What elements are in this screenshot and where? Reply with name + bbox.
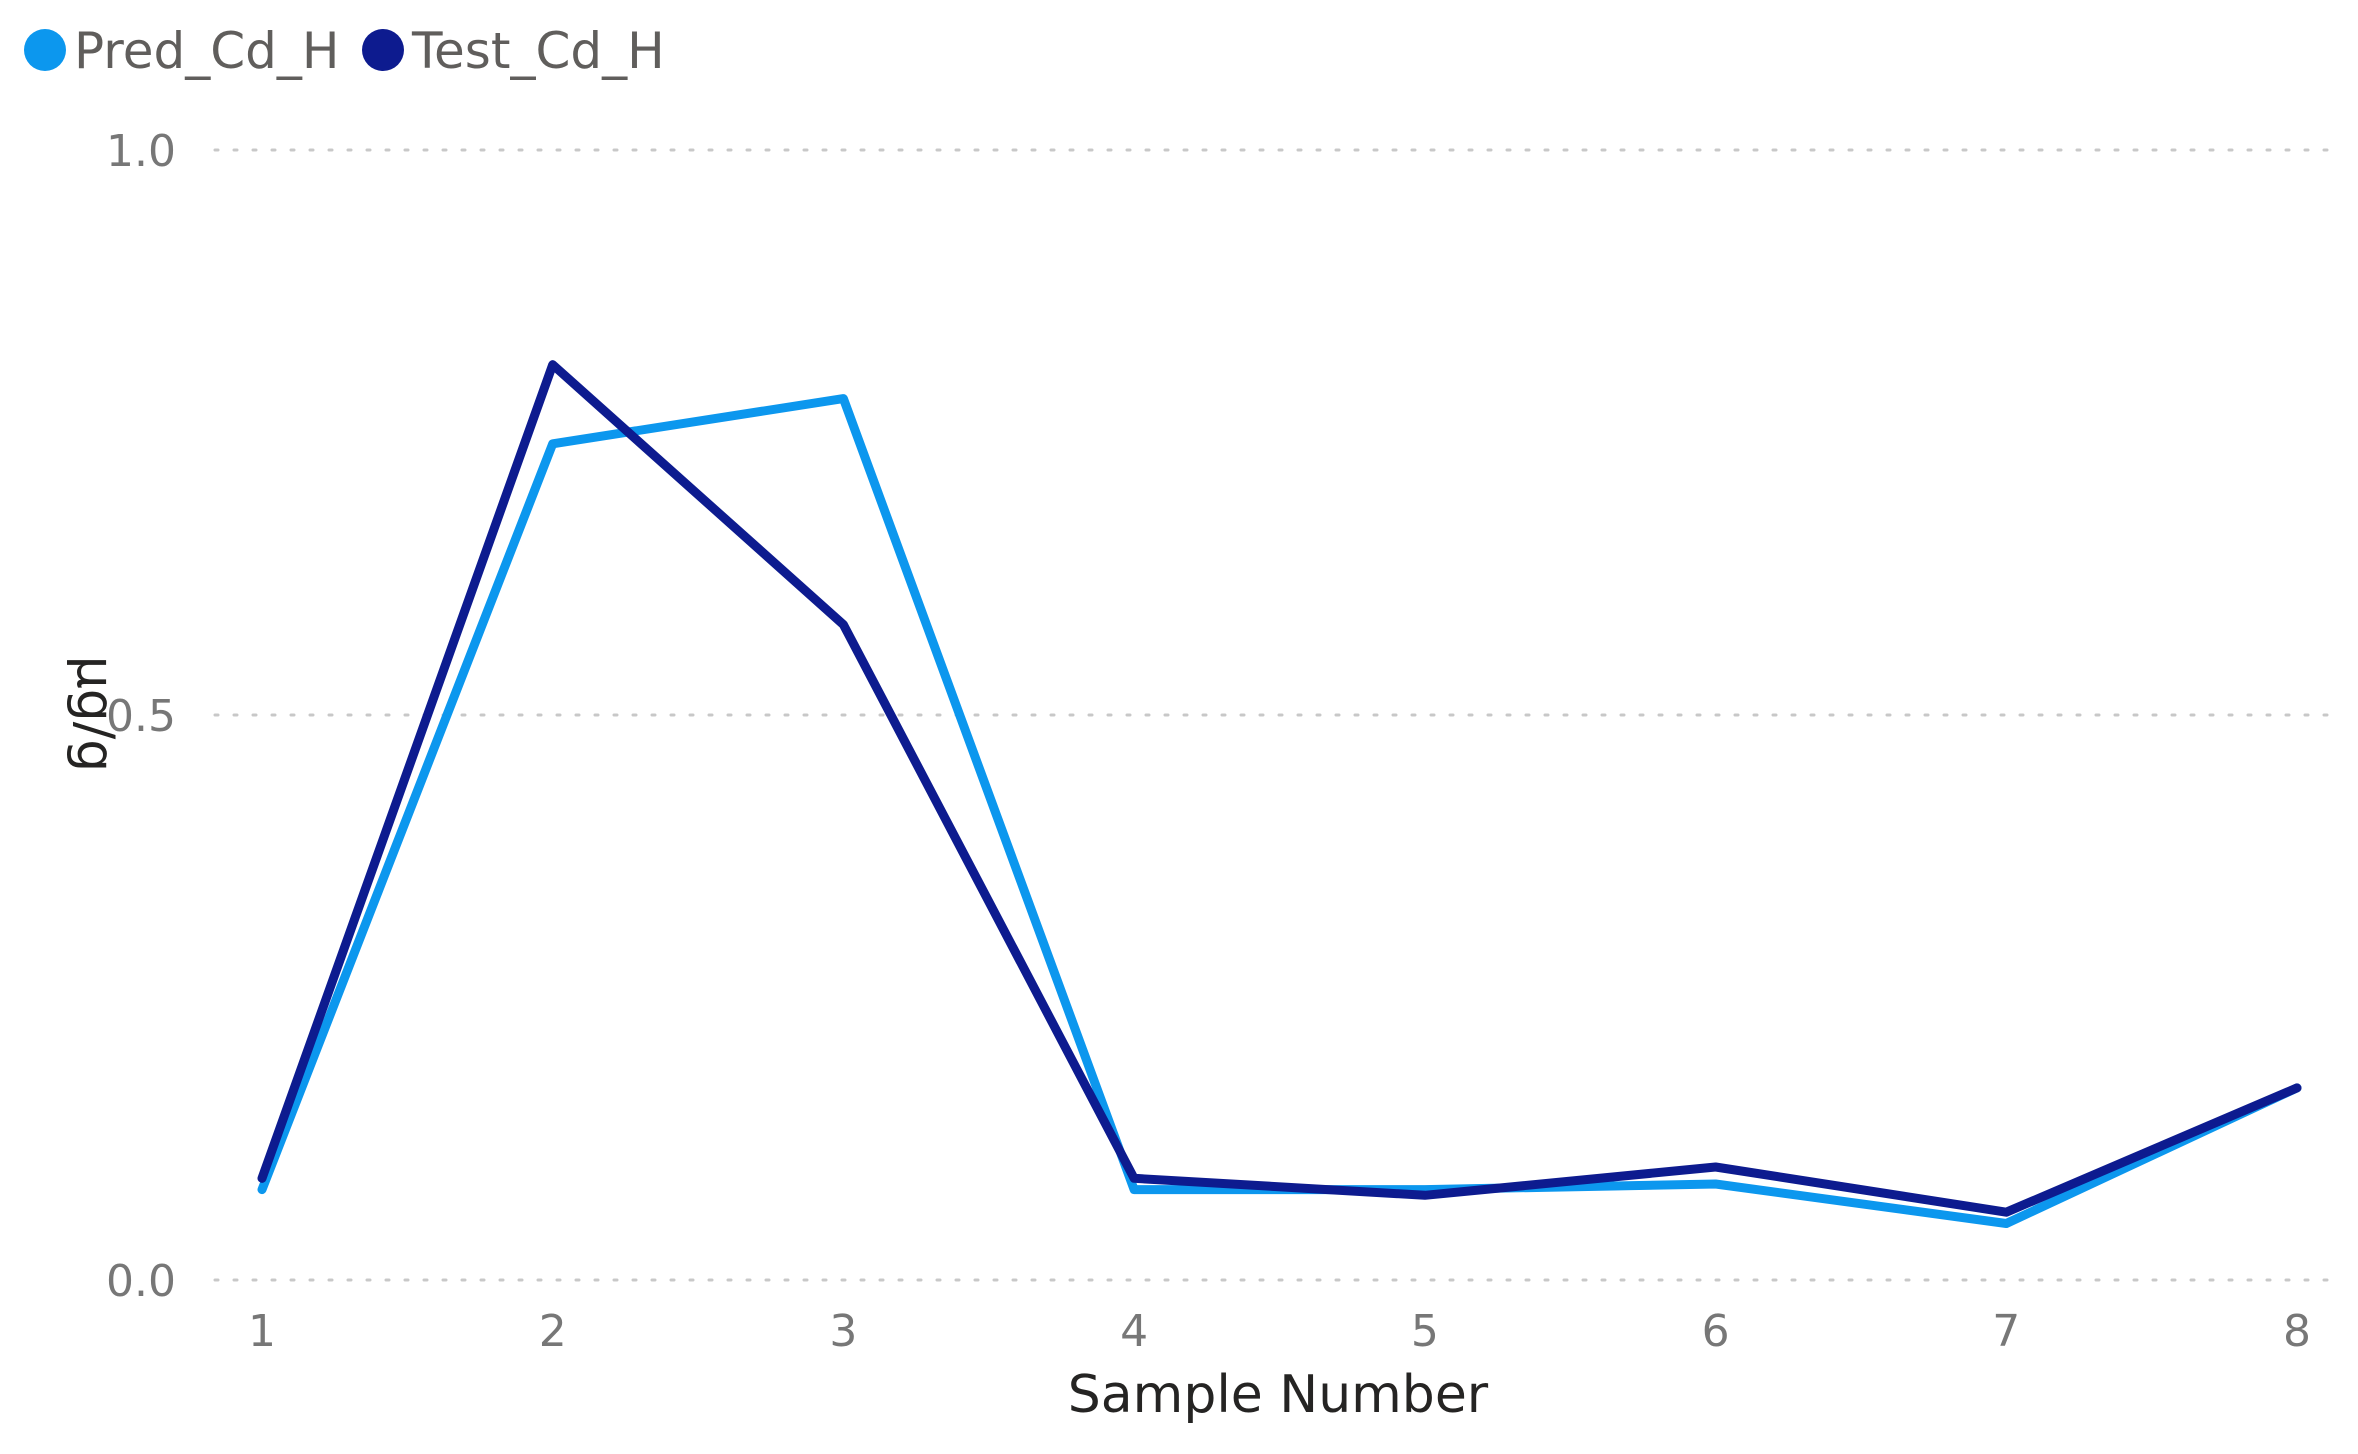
x-tick-label: 4 (1120, 1306, 1148, 1357)
series-lines (257, 360, 2302, 1228)
y-tick-label: 0.5 (106, 691, 176, 742)
x-tick-label: 1 (248, 1306, 276, 1357)
x-tick-label: 7 (1992, 1306, 2020, 1357)
legend-marker-test-cd-h (362, 29, 404, 71)
legend-label-pred-cd-h: Pred_Cd_H (74, 22, 339, 80)
x-tick-label: 3 (829, 1306, 857, 1357)
series-line-test-cd-h (257, 360, 2302, 1217)
y-axis-ticks: 0.0 0.5 1.0 (106, 126, 176, 1307)
x-axis-title: Sample Number (1068, 1365, 1489, 1425)
y-tick-label: 1.0 (106, 126, 176, 177)
legend-marker-pred-cd-h (24, 29, 66, 71)
x-tick-label: 6 (1702, 1306, 1730, 1357)
y-axis-title: µg/g (65, 656, 125, 773)
x-axis-ticks: 1 2 3 4 5 6 7 8 (248, 1306, 2311, 1357)
gridlines (213, 148, 2337, 1282)
legend: Pred_Cd_H Test_Cd_H (24, 22, 665, 80)
x-tick-label: 2 (539, 1306, 567, 1357)
legend-label-test-cd-h: Test_Cd_H (411, 22, 665, 80)
y-tick-label: 0.0 (106, 1256, 176, 1307)
x-tick-label: 5 (1411, 1306, 1439, 1357)
series-line-pred-cd-h (257, 394, 2302, 1228)
x-tick-label: 8 (2283, 1306, 2311, 1357)
